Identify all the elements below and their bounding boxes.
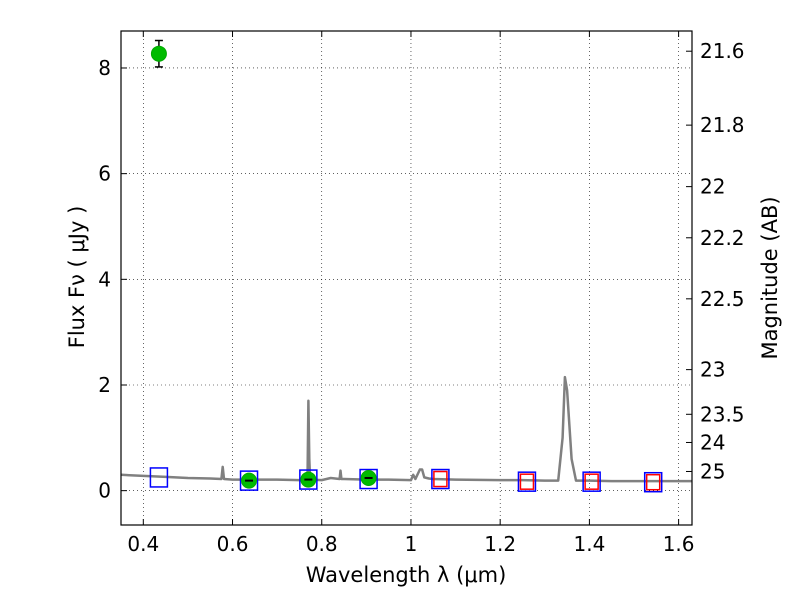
y-tick-label: 8 <box>98 56 111 80</box>
model-photometry-square <box>517 471 537 492</box>
x-tick-label: 0.4 <box>127 532 159 556</box>
model-photometry-square <box>359 468 378 490</box>
model-photometry-square <box>643 471 663 493</box>
model-spectrum-line <box>120 375 692 483</box>
x-tick-label: 1.2 <box>484 532 516 556</box>
y-tick-label: 4 <box>98 267 111 291</box>
y-axis-label: Flux Fν ( μJy ) <box>65 206 89 349</box>
x-tick-label: 0.6 <box>217 532 249 556</box>
upper-limit-square <box>645 473 661 491</box>
model-photometry-square <box>299 469 318 490</box>
x-tick-label: 1.4 <box>573 532 605 556</box>
x-axis-label: Wavelength λ (μm) <box>306 563 507 587</box>
grid-lines <box>121 31 692 525</box>
model-photometry-square <box>239 470 259 491</box>
y2-tick-label: 25 <box>700 459 725 483</box>
x-tick-label: 0.8 <box>306 532 338 556</box>
y2-tick-label: 23 <box>700 358 725 382</box>
x-tick-label: 1.6 <box>663 532 695 556</box>
upper-limit-square <box>519 473 535 490</box>
x-tick-label: 1 <box>405 532 418 556</box>
y2-tick-label: 21.8 <box>700 113 745 137</box>
y2-tick-label: 23.5 <box>700 402 745 426</box>
y-tick-label: 0 <box>98 479 111 503</box>
model-photometry-square <box>431 468 450 490</box>
y2-tick-label: 22.5 <box>700 287 745 311</box>
plot-area <box>120 39 692 493</box>
upper-limit-square <box>433 470 448 488</box>
y-tick-label: 2 <box>98 373 111 397</box>
y2-tick-label: 22.2 <box>700 226 745 250</box>
y2-axis-label: Magnitude (AB) <box>758 196 782 359</box>
y2-tick-label: 24 <box>700 430 725 454</box>
y2-tick-label: 21.6 <box>700 39 745 63</box>
axis-ticks: 0.4 0.6 0.8 1 1.2 1.4 1.60246821.621.82222.222… <box>98 31 745 556</box>
plot-frame <box>120 30 693 526</box>
y-tick-label: 6 <box>98 162 111 186</box>
model-photometry-square <box>582 471 601 492</box>
model-photometry-square <box>149 467 169 488</box>
y2-tick-label: 22 <box>700 175 725 199</box>
upper-limit-square <box>584 473 599 490</box>
observed-data-point <box>150 45 167 62</box>
